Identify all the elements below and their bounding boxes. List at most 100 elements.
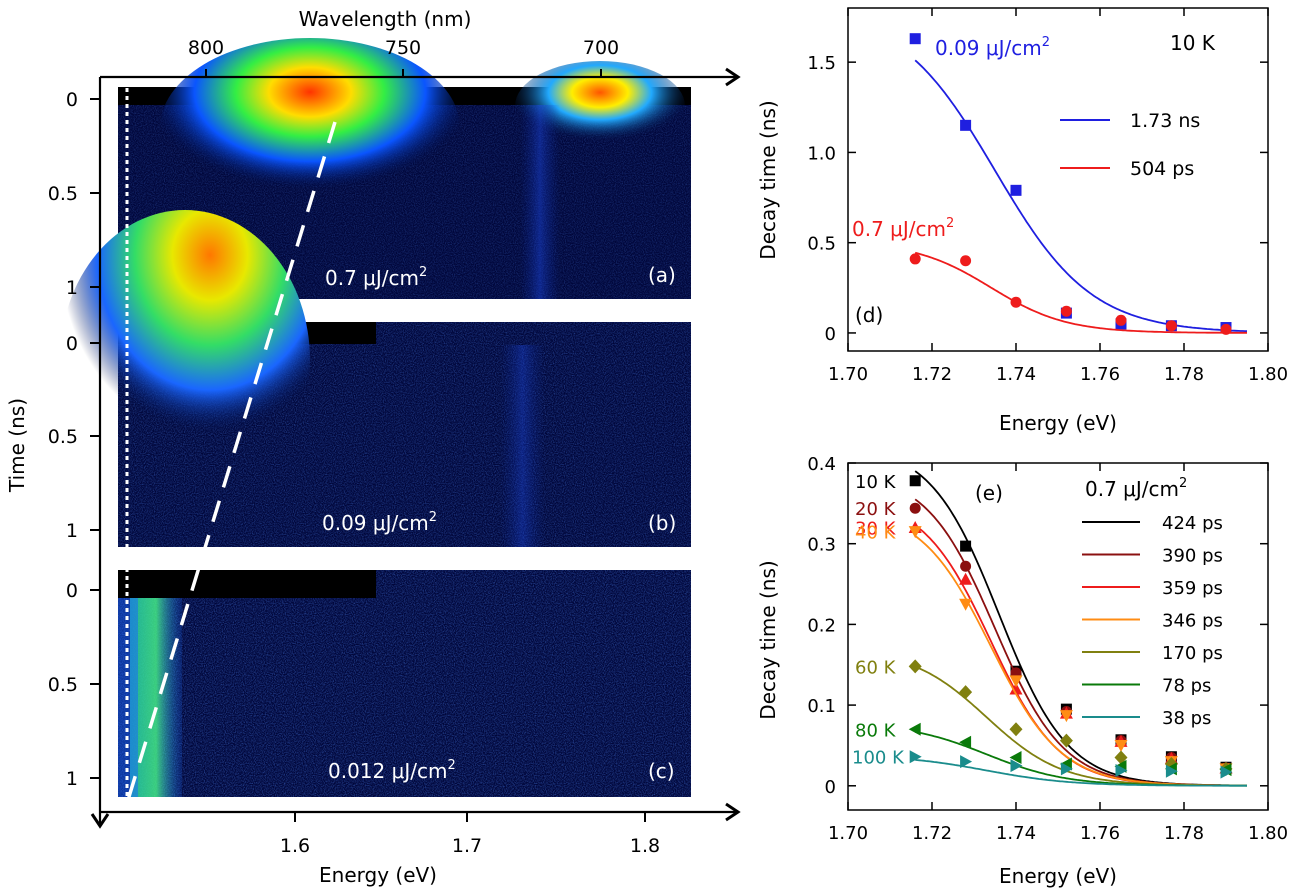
x-tick-label: 1.72	[912, 823, 952, 844]
temperature-label: 60 K	[855, 657, 897, 678]
data-point	[909, 33, 921, 45]
data-point	[960, 755, 973, 769]
data-point	[1115, 314, 1127, 326]
panel-b-fluence: 0.09 μJ/cm2	[322, 510, 437, 535]
legend-label: 359 ps	[1162, 578, 1223, 599]
top-axis-arrow	[725, 67, 741, 87]
temperature-label: 10 K	[855, 472, 897, 493]
data-point	[909, 750, 922, 764]
streak-image-figure: 800 750 700 Wavelength (nm) 1.6 1.7 1.8 …	[5, 7, 741, 887]
y-axis-title: Time (ns)	[5, 398, 29, 493]
plot-e-y-title: Decay time (ns)	[756, 560, 780, 719]
data-point	[1165, 320, 1177, 332]
bottom-tick-label: 1.7	[452, 835, 482, 857]
data-point	[908, 526, 922, 539]
time-tick-label: 0.5	[48, 674, 78, 696]
data-point	[909, 475, 921, 487]
fit-curve-504-ps	[914, 251, 1247, 334]
temperature-label: 100 K	[852, 748, 905, 769]
y-tick-label: 0	[825, 777, 836, 798]
data-point	[1009, 682, 1023, 695]
data-point	[1060, 762, 1073, 776]
data-point	[1060, 305, 1072, 317]
data-point	[1009, 675, 1023, 688]
top-tick-label: 800	[188, 37, 224, 59]
y-tick-label: 0.5	[807, 234, 836, 255]
temperature-label: 20 K	[855, 499, 897, 520]
time-tick-label: 0.5	[48, 183, 78, 205]
temperature-label: 80 K	[855, 720, 897, 741]
legend-label: 390 ps	[1162, 546, 1223, 567]
panel-a	[118, 38, 691, 299]
x-tick-label: 1.70	[828, 364, 868, 385]
top-tick-label: 750	[385, 37, 421, 59]
plot-d-y-title: Decay time (ns)	[756, 100, 780, 259]
legend-label-red: 504 ps	[1130, 158, 1194, 180]
x-tick-label: 1.74	[996, 823, 1036, 844]
data-point	[1220, 765, 1233, 779]
time-tick-label: 1	[66, 520, 78, 542]
data-point	[908, 722, 921, 736]
data-point	[959, 685, 973, 700]
time-tick-label: 0	[66, 333, 78, 355]
bottom-tick-label: 1.6	[280, 835, 310, 857]
data-point	[960, 119, 972, 131]
plot-d-series-label-blue: 0.09 μJ/cm2	[935, 35, 1050, 60]
plot-e-fluence: 0.7 μJ/cm2	[1085, 476, 1187, 501]
data-point	[1114, 739, 1128, 752]
data-point	[1010, 296, 1022, 308]
data-point	[959, 598, 973, 611]
time-tick-label: 0	[66, 580, 78, 602]
legend-label: 78 ps	[1162, 676, 1211, 697]
panel-c-tag: (c)	[648, 759, 675, 783]
panel-c	[118, 570, 691, 797]
time-tick-label: 1	[66, 768, 78, 790]
bottom-axis-title: Energy (eV)	[319, 863, 437, 887]
fit-curve-1.73-ns	[914, 59, 1248, 333]
data-point	[960, 255, 972, 267]
bottom-axis-arrow	[725, 802, 741, 822]
panel-a-tag: (a)	[648, 263, 676, 287]
data-point	[909, 253, 921, 265]
legend-label: 346 ps	[1162, 611, 1223, 632]
left-ticks	[90, 98, 100, 779]
x-tick-label: 1.76	[1080, 364, 1120, 385]
panel-a-fluence: 0.7 μJ/cm2	[325, 265, 427, 290]
temperature-label: 40 K	[855, 523, 897, 544]
data-point	[1009, 751, 1022, 765]
x-tick-label: 1.78	[1164, 823, 1204, 844]
time-tick-label: 0.5	[48, 426, 78, 448]
data-point	[1009, 722, 1023, 737]
plot-d-frame	[847, 7, 1269, 352]
plot-d-temperature: 10 K	[1170, 31, 1216, 55]
data-point	[908, 659, 922, 674]
data-point	[959, 735, 972, 749]
data-point	[1115, 763, 1128, 777]
y-tick-label: 1.0	[807, 143, 836, 164]
data-point	[909, 502, 921, 514]
top-axis-title: Wavelength (nm)	[299, 7, 472, 31]
y-tick-label: 1.5	[807, 53, 836, 74]
legend-label: 38 ps	[1162, 708, 1211, 729]
data-point	[960, 540, 972, 552]
data-point	[1059, 710, 1073, 723]
legend-label-blue: 1.73 ns	[1130, 110, 1200, 132]
data-point	[959, 572, 973, 585]
left-axis-arrow	[90, 813, 110, 829]
time-tick-label: 0	[66, 89, 78, 111]
plot-d-x-title: Energy (eV)	[999, 411, 1117, 435]
y-tick-label: 0	[825, 324, 836, 345]
x-tick-label: 1.74	[996, 364, 1036, 385]
fit-curve-38-ps	[915, 759, 1247, 787]
panel-b-tag: (b)	[648, 511, 676, 535]
temperature-label: 30 K	[855, 519, 897, 540]
x-tick-label: 1.78	[1164, 364, 1204, 385]
panel-b	[60, 210, 691, 547]
data-point	[1059, 733, 1073, 748]
plot-d-tag: (d)	[855, 303, 883, 327]
plot-e-x-title: Energy (eV)	[999, 864, 1117, 888]
data-point	[1114, 750, 1128, 765]
y-tick-label: 0.2	[807, 615, 836, 636]
x-tick-label: 1.80	[1248, 823, 1288, 844]
